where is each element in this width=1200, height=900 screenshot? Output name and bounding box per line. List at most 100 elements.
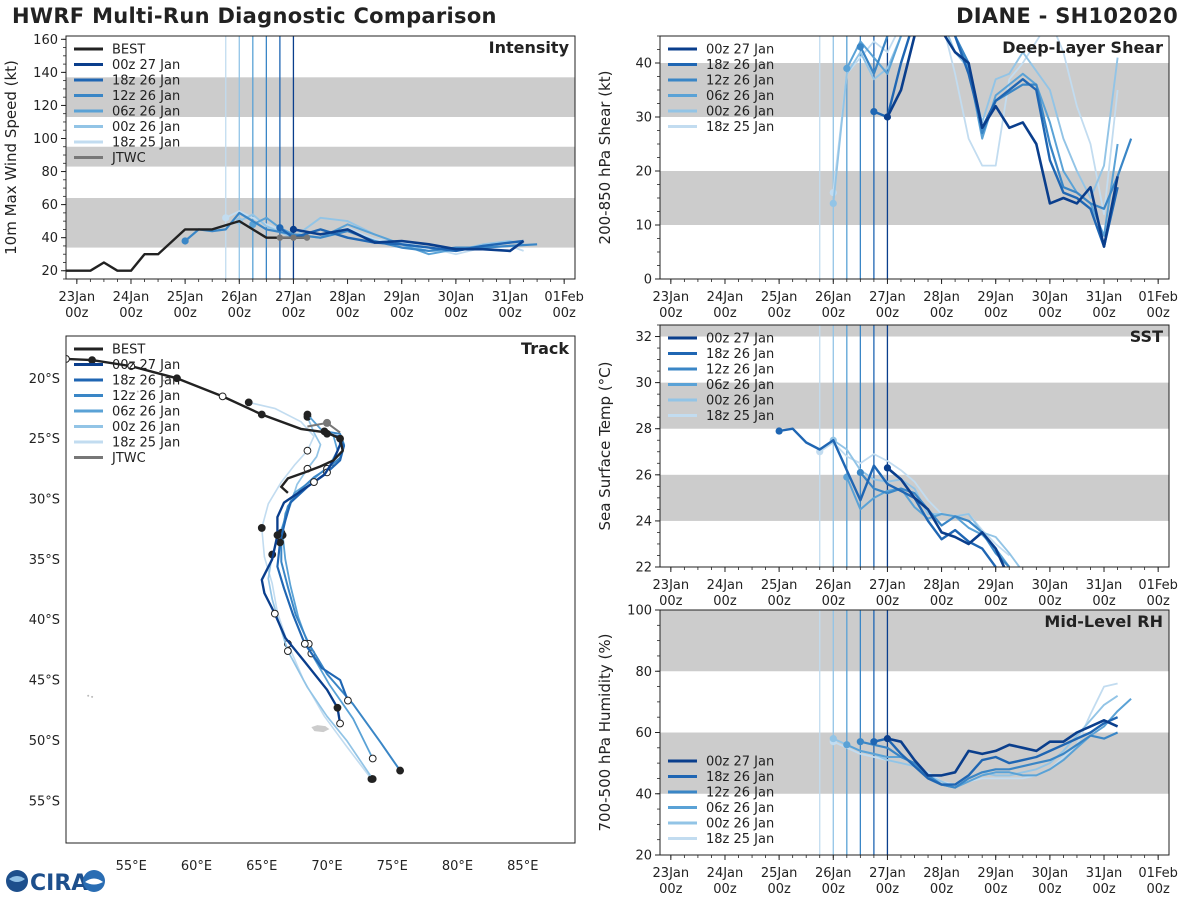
sst-legend-label: 00z 27 Jan (706, 332, 774, 347)
track-ytick-label: 50°S (29, 734, 60, 749)
sst-plot-area (775, 427, 1021, 567)
track-best-marker (257, 410, 266, 419)
shear-legend-label: 00z 27 Jan (706, 43, 774, 58)
intensity-legend-label: 18z 26 Jan (112, 74, 180, 89)
sst-legend-label: 06z 26 Jan (706, 378, 774, 393)
track-position-marker (303, 446, 312, 455)
island-speck (91, 695, 94, 698)
shear-ytick-label: 20 (635, 165, 652, 180)
shear-legend-label: 00z 26 Jan (706, 105, 774, 120)
intensity-ytick-label: 40 (41, 231, 58, 246)
kerguelen-island (311, 725, 330, 733)
track-xtick-label: 70°E (311, 859, 342, 874)
intensity-band (66, 77, 575, 117)
sst-xtick-sublabel: 00z (1038, 594, 1062, 609)
shear-ytick-label: 30 (635, 111, 652, 126)
shear-xtick-sublabel: 00z (1146, 306, 1170, 321)
sst-ytick-label: 26 (635, 468, 652, 483)
intensity-band (66, 146, 575, 167)
shear-xtick-label: 28Jan (923, 290, 960, 305)
intensity-xtick-label: 01Feb (544, 290, 584, 305)
sst-xtick-label: 01Feb (1138, 578, 1178, 593)
intensity-plot-area (66, 210, 538, 272)
shear-panel: 01020304023Jan00z24Jan00z25Jan00z26Jan00… (596, 35, 1178, 321)
intensity-init-marker (181, 237, 189, 245)
intensity-xtick-sublabel: 00z (119, 306, 143, 321)
track-xtick-label: 60°E (181, 859, 212, 874)
track-legend-label: 18z 25 Jan (112, 436, 180, 451)
track-position-marker (310, 478, 318, 486)
sst-ytick-label: 28 (635, 422, 652, 437)
shear-xtick-label: 24Jan (707, 290, 744, 305)
sst-ytick-label: 22 (635, 561, 652, 576)
track-xtick-label: 80°E (442, 859, 473, 874)
intensity-series-line (293, 228, 525, 253)
rh-xtick-label: 30Jan (1032, 866, 1069, 881)
intensity-xtick-label: 27Jan (275, 290, 312, 305)
rh-xtick-label: 01Feb (1138, 866, 1178, 881)
rh-band (660, 610, 1169, 672)
rh-xtick-sublabel: 00z (930, 882, 954, 897)
rh-title: Mid-Level RH (1044, 612, 1163, 631)
sst-legend-label: 18z 26 Jan (706, 347, 774, 362)
sst-xtick-sublabel: 00z (659, 594, 683, 609)
shear-xtick-label: 27Jan (869, 290, 906, 305)
intensity-legend-label: 00z 27 Jan (112, 58, 180, 73)
track-legend-label: BEST (112, 343, 145, 358)
rh-series-line (860, 731, 1119, 789)
sst-xtick-sublabel: 00z (876, 594, 900, 609)
sst-xtick-label: 29Jan (977, 578, 1014, 593)
track-ytick-label: 35°S (29, 553, 60, 568)
track-best-marker (173, 374, 181, 383)
page-title: HWRF Multi-Run Diagnostic Comparison (12, 4, 497, 28)
rh-xtick-label: 31Jan (1086, 866, 1123, 881)
intensity-title: Intensity (489, 38, 570, 57)
track-best-marker (66, 355, 70, 363)
shear-init-marker (829, 199, 837, 207)
shear-init-marker (883, 113, 892, 121)
sst-xtick-sublabel: 00z (984, 594, 1008, 609)
shear-init-marker (856, 43, 864, 51)
intensity-xtick-sublabel: 00z (65, 306, 89, 321)
shear-init-marker (870, 108, 878, 116)
track-position-marker (336, 719, 344, 728)
rh-xtick-label: 29Jan (977, 866, 1014, 881)
shear-series-line (886, 36, 1119, 248)
island-speck (162, 379, 165, 382)
shear-ylabel: 200-850 hPa Shear (kt) (596, 71, 614, 245)
rh-ylabel: 700-500 hPa Humidity (%) (596, 633, 614, 831)
intensity-init-marker (222, 214, 230, 222)
intensity-init-marker (289, 225, 298, 234)
rh-xtick-label: 28Jan (923, 866, 960, 881)
intensity-xtick-sublabel: 00z (444, 306, 468, 321)
track-position-marker (368, 754, 377, 763)
intensity-ylabel: 10m Max Wind Speed (kt) (2, 60, 20, 255)
track-position-marker (344, 696, 352, 705)
track-ytick-label: 25°S (29, 432, 60, 447)
shear-series-line (832, 36, 1119, 216)
intensity-xtick-label: 29Jan (383, 290, 420, 305)
sst-ytick-label: 24 (635, 514, 652, 529)
shear-ytick-label: 0 (644, 273, 652, 288)
sst-band (660, 325, 1169, 337)
sst-xtick-label: 30Jan (1032, 578, 1069, 593)
rh-legend-label: 18z 26 Jan (706, 770, 774, 785)
sst-band (660, 382, 1169, 429)
track-position-marker (270, 609, 279, 618)
track-xtick-label: 55°E (116, 859, 147, 874)
intensity-ytick-label: 120 (33, 99, 58, 114)
sst-xtick-sublabel: 00z (767, 594, 791, 609)
intensity-legend-label: JTWC (111, 151, 146, 166)
track-best-marker (88, 356, 97, 365)
track-position-marker (368, 775, 377, 783)
track-ytick-label: 40°S (29, 613, 60, 628)
track-legend-label: 00z 27 Jan (112, 358, 180, 373)
rh-init-marker (883, 735, 892, 743)
rh-legend-label: 06z 26 Jan (706, 801, 774, 816)
rh-init-marker (870, 738, 878, 746)
sst-init-marker (856, 468, 864, 477)
shear-xtick-label: 01Feb (1138, 290, 1178, 305)
rh-xtick-sublabel: 00z (822, 882, 846, 897)
shear-xtick-sublabel: 00z (1038, 306, 1062, 321)
rh-ytick-label: 60 (635, 726, 652, 741)
